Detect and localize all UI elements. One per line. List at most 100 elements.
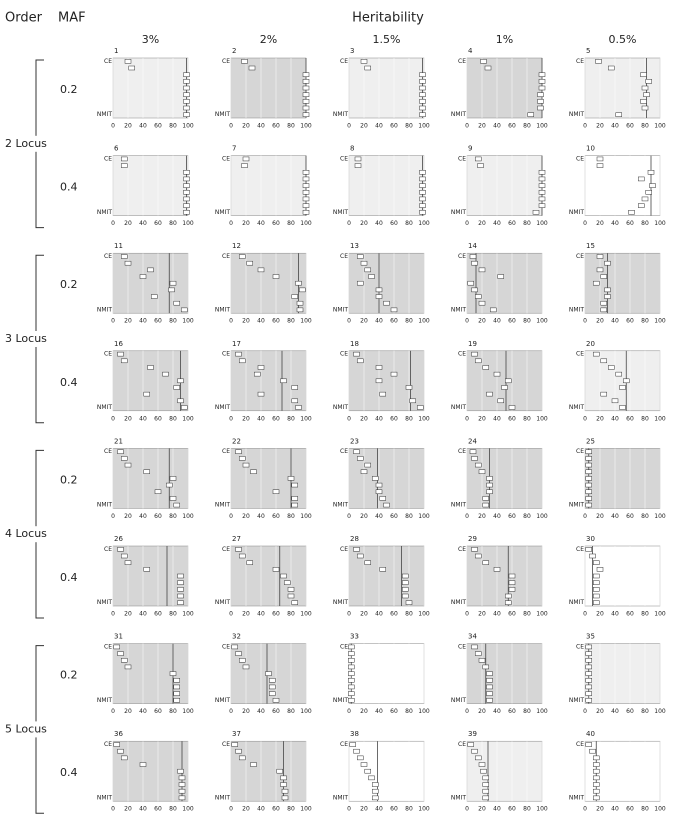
x-tick-label: 100 xyxy=(418,806,430,813)
box xyxy=(375,287,383,293)
x-tick-label: 0 xyxy=(347,123,351,130)
box xyxy=(375,378,383,384)
x-tick-label: 0 xyxy=(347,220,351,227)
x-tick-label: 100 xyxy=(182,318,194,325)
x-tick-label: 100 xyxy=(536,318,548,325)
box xyxy=(647,170,655,175)
box xyxy=(508,573,516,579)
x-tick-label: 80 xyxy=(523,806,531,813)
x-tick-label: 60 xyxy=(626,415,634,422)
row-label: NMIT xyxy=(215,111,230,118)
row-label: NMIT xyxy=(215,794,230,801)
box xyxy=(589,748,596,754)
row-label: CE xyxy=(104,58,112,65)
panel-background xyxy=(230,740,307,802)
box xyxy=(419,92,426,97)
box xyxy=(177,580,184,585)
row-label: CE xyxy=(340,643,348,650)
box xyxy=(419,203,426,208)
box xyxy=(640,99,647,104)
panel-background xyxy=(466,57,543,119)
row-label: CE xyxy=(576,58,584,65)
box xyxy=(596,267,604,273)
panel-background xyxy=(584,155,661,216)
panel-background xyxy=(584,57,661,119)
box xyxy=(486,476,493,481)
panel-background xyxy=(348,155,425,216)
box xyxy=(254,371,261,377)
box xyxy=(348,684,355,690)
x-tick-label: 80 xyxy=(523,611,531,618)
x-tick-label: 40 xyxy=(139,318,147,325)
x-tick-label: 100 xyxy=(182,220,194,227)
x-tick-label: 60 xyxy=(626,611,634,618)
x-tick-label: 20 xyxy=(596,513,604,520)
row-label: CE xyxy=(104,741,112,748)
row-label: CE xyxy=(576,448,584,455)
x-tick-label: 40 xyxy=(139,708,147,715)
box xyxy=(486,482,493,488)
box xyxy=(372,782,379,787)
panel-number: 22 xyxy=(232,437,241,445)
box xyxy=(383,300,390,306)
x-tick-label: 60 xyxy=(272,806,280,813)
x-tick-label: 40 xyxy=(139,220,147,227)
row-label: NMIT xyxy=(215,209,230,216)
box xyxy=(475,755,482,761)
box xyxy=(128,65,135,71)
box xyxy=(113,742,120,747)
x-tick-label: 80 xyxy=(405,415,413,422)
box xyxy=(608,365,615,370)
box xyxy=(291,502,298,508)
panel-number: 20 xyxy=(586,340,595,348)
row-label: CE xyxy=(576,546,584,553)
x-tick-label: 100 xyxy=(654,318,666,325)
row-label: CE xyxy=(222,351,230,358)
row-label: NMIT xyxy=(569,599,584,606)
box xyxy=(302,99,310,104)
box xyxy=(593,560,600,565)
x-tick-label: 60 xyxy=(272,415,280,422)
x-tick-label: 100 xyxy=(182,415,194,422)
x-tick-label: 0 xyxy=(465,220,469,227)
box xyxy=(538,176,546,182)
box xyxy=(302,112,310,117)
x-tick-label: 0 xyxy=(111,708,115,715)
x-tick-label: 20 xyxy=(242,415,250,422)
row-label: NMIT xyxy=(451,209,466,216)
box xyxy=(475,358,482,364)
row-label: CE xyxy=(458,546,466,553)
box xyxy=(353,449,360,454)
row-label: NMIT xyxy=(333,404,348,411)
x-tick-label: 0 xyxy=(465,513,469,520)
box xyxy=(276,768,283,774)
box xyxy=(348,691,355,696)
box xyxy=(242,664,250,670)
x-tick-label: 20 xyxy=(596,708,604,715)
locus-label-bg xyxy=(2,135,54,152)
box xyxy=(538,170,546,175)
row-label: NMIT xyxy=(97,697,112,704)
x-tick-label: 20 xyxy=(596,220,604,227)
x-tick-label: 80 xyxy=(523,220,531,227)
box xyxy=(619,405,626,410)
x-tick-label: 20 xyxy=(124,708,132,715)
panel-number: 31 xyxy=(114,633,123,641)
row-label: CE xyxy=(458,155,466,162)
box xyxy=(250,762,257,767)
maf-label: 0.4 xyxy=(60,376,78,389)
box xyxy=(390,371,398,377)
x-tick-label: 60 xyxy=(508,513,516,520)
box xyxy=(600,391,607,397)
x-tick-label: 80 xyxy=(641,415,649,422)
box xyxy=(585,691,592,696)
row-label: CE xyxy=(458,741,466,748)
box xyxy=(585,684,592,690)
x-tick-label: 100 xyxy=(654,806,666,813)
panel-number: 16 xyxy=(114,340,123,348)
x-tick-label: 20 xyxy=(478,220,486,227)
box xyxy=(357,553,364,559)
row-label: NMIT xyxy=(569,209,584,216)
box xyxy=(280,782,287,787)
box xyxy=(475,294,482,299)
